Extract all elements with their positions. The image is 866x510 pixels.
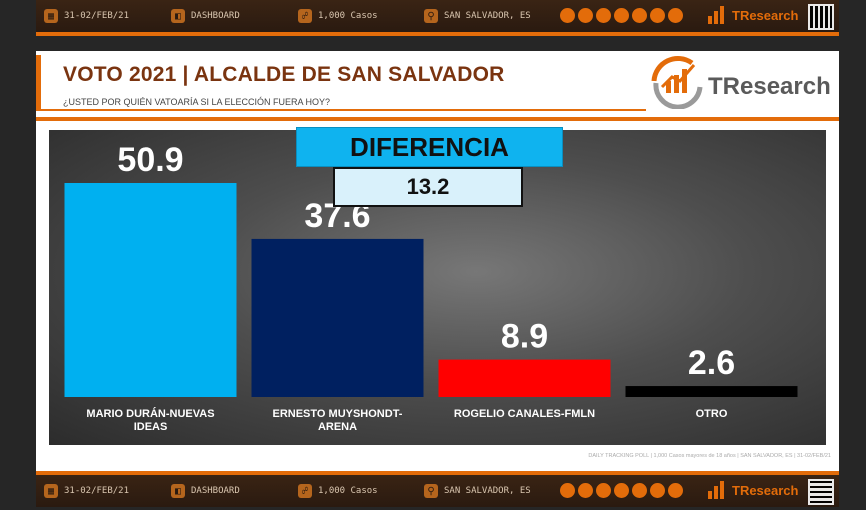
calendar-icon: ▦: [44, 484, 58, 498]
linkedin-icon[interactable]: [650, 483, 665, 498]
footer-dashboard[interactable]: ◧ DASHBOARD: [171, 475, 240, 507]
youtube-icon[interactable]: [668, 8, 683, 23]
youtube-icon[interactable]: [668, 483, 683, 498]
twitter-icon[interactable]: [614, 483, 629, 498]
linkedin-icon[interactable]: [650, 8, 665, 23]
footer-location: ⚲ SAN SALVADOR, ES: [424, 475, 531, 507]
divider: [36, 117, 839, 121]
header-dashboard[interactable]: ◧ DASHBOARD: [171, 0, 240, 32]
header-location: ⚲ SAN SALVADOR, ES: [424, 0, 531, 32]
footnote: DAILY TRACKING POLL | 1,000 Casos mayore…: [588, 453, 831, 459]
footer-social-icons: [560, 483, 683, 498]
chat-icon: ☍: [298, 484, 312, 498]
footer-date: ▦ 31-02/FEB/21: [44, 475, 129, 507]
footer-logo: TResearch: [708, 481, 798, 499]
footer-dashboard-text: DASHBOARD: [191, 486, 240, 496]
location-pin-icon: ⚲: [424, 484, 438, 498]
facebook-icon[interactable]: [632, 8, 647, 23]
chart-panel: VOTO 2021 | ALCALDE DE SAN SALVADOR ¿UST…: [36, 51, 839, 471]
calendar-icon: ▦: [44, 9, 58, 23]
brand-logo: TResearch: [648, 53, 836, 109]
header-strip: ▦ 31-02/FEB/21 ◧ DASHBOARD ☍ 1,000 Casos…: [36, 0, 839, 36]
twitter-icon[interactable]: [614, 8, 629, 23]
category-label-3-0: OTRO: [696, 408, 728, 420]
category-label-2-0: ROGELIO CANALES-FMLN: [454, 408, 595, 420]
category-label-1-0: ERNESTO MUYSHONDT-: [273, 408, 403, 420]
chat-icon: ☍: [298, 9, 312, 23]
bar-0: [64, 183, 237, 397]
bar-value-label-3: 2.6: [688, 344, 735, 382]
phone-icon[interactable]: [578, 8, 593, 23]
header-dashboard-text: DASHBOARD: [191, 11, 240, 21]
title-box: VOTO 2021 | ALCALDE DE SAN SALVADOR ¿UST…: [36, 55, 646, 111]
dashboard-icon: ◧: [171, 484, 185, 498]
category-label-0-0: MARIO DURÁN-NUEVAS: [86, 407, 214, 420]
category-label-1-1: ARENA: [318, 421, 357, 433]
difference-value: 13.2: [333, 167, 523, 207]
qr-code-icon: [808, 479, 834, 505]
footer-cases: ☍ 1,000 Casos: [298, 475, 378, 507]
category-label-0-1: IDEAS: [134, 421, 168, 433]
globe-icon[interactable]: [560, 8, 575, 23]
header-cases-text: 1,000 Casos: [318, 11, 378, 21]
header-cases: ☍ 1,000 Casos: [298, 0, 378, 32]
bar-3: [625, 386, 798, 397]
bar-value-label-2: 8.9: [501, 318, 548, 356]
footer-location-text: SAN SALVADOR, ES: [444, 486, 531, 496]
footer-cases-text: 1,000 Casos: [318, 486, 378, 496]
search-icon[interactable]: [596, 8, 611, 23]
facebook-icon[interactable]: [632, 483, 647, 498]
header-brand-text: TResearch: [732, 7, 799, 23]
logo-bars-icon: [708, 481, 728, 499]
bar-1: [251, 238, 424, 397]
difference-label: DIFERENCIA: [296, 127, 563, 167]
brand-logo-icon: [651, 55, 703, 109]
brand-name: TResearch: [708, 73, 831, 100]
header-logo: TResearch: [708, 6, 798, 24]
dashboard-icon: ◧: [171, 9, 185, 23]
qr-code-icon: [808, 4, 834, 30]
location-pin-icon: ⚲: [424, 9, 438, 23]
header-location-text: SAN SALVADOR, ES: [444, 11, 531, 21]
globe-icon[interactable]: [560, 483, 575, 498]
page-title: VOTO 2021 | ALCALDE DE SAN SALVADOR: [63, 63, 505, 86]
logo-bars-icon: [708, 6, 728, 24]
bar-2: [438, 359, 611, 397]
header-social-icons: [560, 8, 683, 23]
footer-strip: ▦ 31-02/FEB/21 ◧ DASHBOARD ☍ 1,000 Casos…: [36, 471, 839, 507]
footer-brand-text: TResearch: [732, 482, 799, 498]
phone-icon[interactable]: [578, 483, 593, 498]
page-subtitle: ¿USTED POR QUIÉN VATOARÍA SI LA ELECCIÓN…: [63, 97, 331, 107]
header-date: ▦ 31-02/FEB/21: [44, 0, 129, 32]
footer-date-text: 31-02/FEB/21: [64, 486, 130, 496]
header-date-text: 31-02/FEB/21: [64, 11, 130, 21]
bar-value-label-0: 50.9: [117, 141, 183, 179]
search-icon[interactable]: [596, 483, 611, 498]
